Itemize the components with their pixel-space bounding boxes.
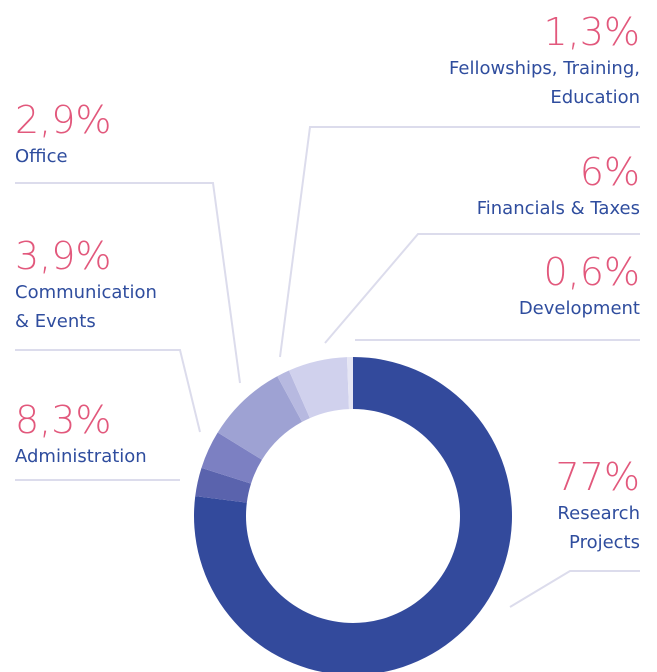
category-label: Administration [15, 446, 147, 467]
slice-label: 8,3% Administration [15, 398, 215, 471]
slice-label: 3,9% Communication & Events [15, 234, 160, 336]
donut-slice [217, 376, 303, 460]
category-label: Fellowships, Training, Education [449, 58, 640, 108]
category-label: Research Projects [557, 503, 640, 553]
value-label: 0,6% [543, 250, 640, 294]
donut-slice [288, 357, 349, 419]
slice-label: 6% Financials & Taxes [400, 150, 640, 223]
slice-label: 0,6% Development [400, 250, 640, 323]
donut-slice [201, 432, 262, 484]
category-label: Communication & Events [15, 282, 157, 332]
value-label: 3,9% [15, 234, 112, 278]
slice-label: 77% Research Projects [540, 455, 640, 557]
leader-line [324, 233, 640, 344]
donut-slice [277, 370, 310, 422]
leader-line [509, 570, 640, 608]
value-label: 77% [555, 455, 640, 499]
leader-line [15, 182, 241, 384]
slice-label: 2,9% Office [15, 98, 215, 171]
value-label: 8,3% [15, 398, 112, 442]
value-label: 2,9% [15, 98, 112, 142]
donut-slice [195, 467, 252, 503]
donut-slice [194, 357, 513, 672]
category-label: Office [15, 146, 68, 167]
value-label: 1,3% [543, 10, 640, 54]
leader-line [279, 126, 640, 358]
value-label: 6% [579, 150, 640, 194]
category-label: Development [518, 298, 640, 319]
slice-label: 1,3% Fellowships, Training, Education [400, 10, 640, 112]
leader-line [15, 349, 201, 433]
donut-slice [347, 357, 353, 410]
category-label: Financials & Taxes [476, 198, 640, 219]
